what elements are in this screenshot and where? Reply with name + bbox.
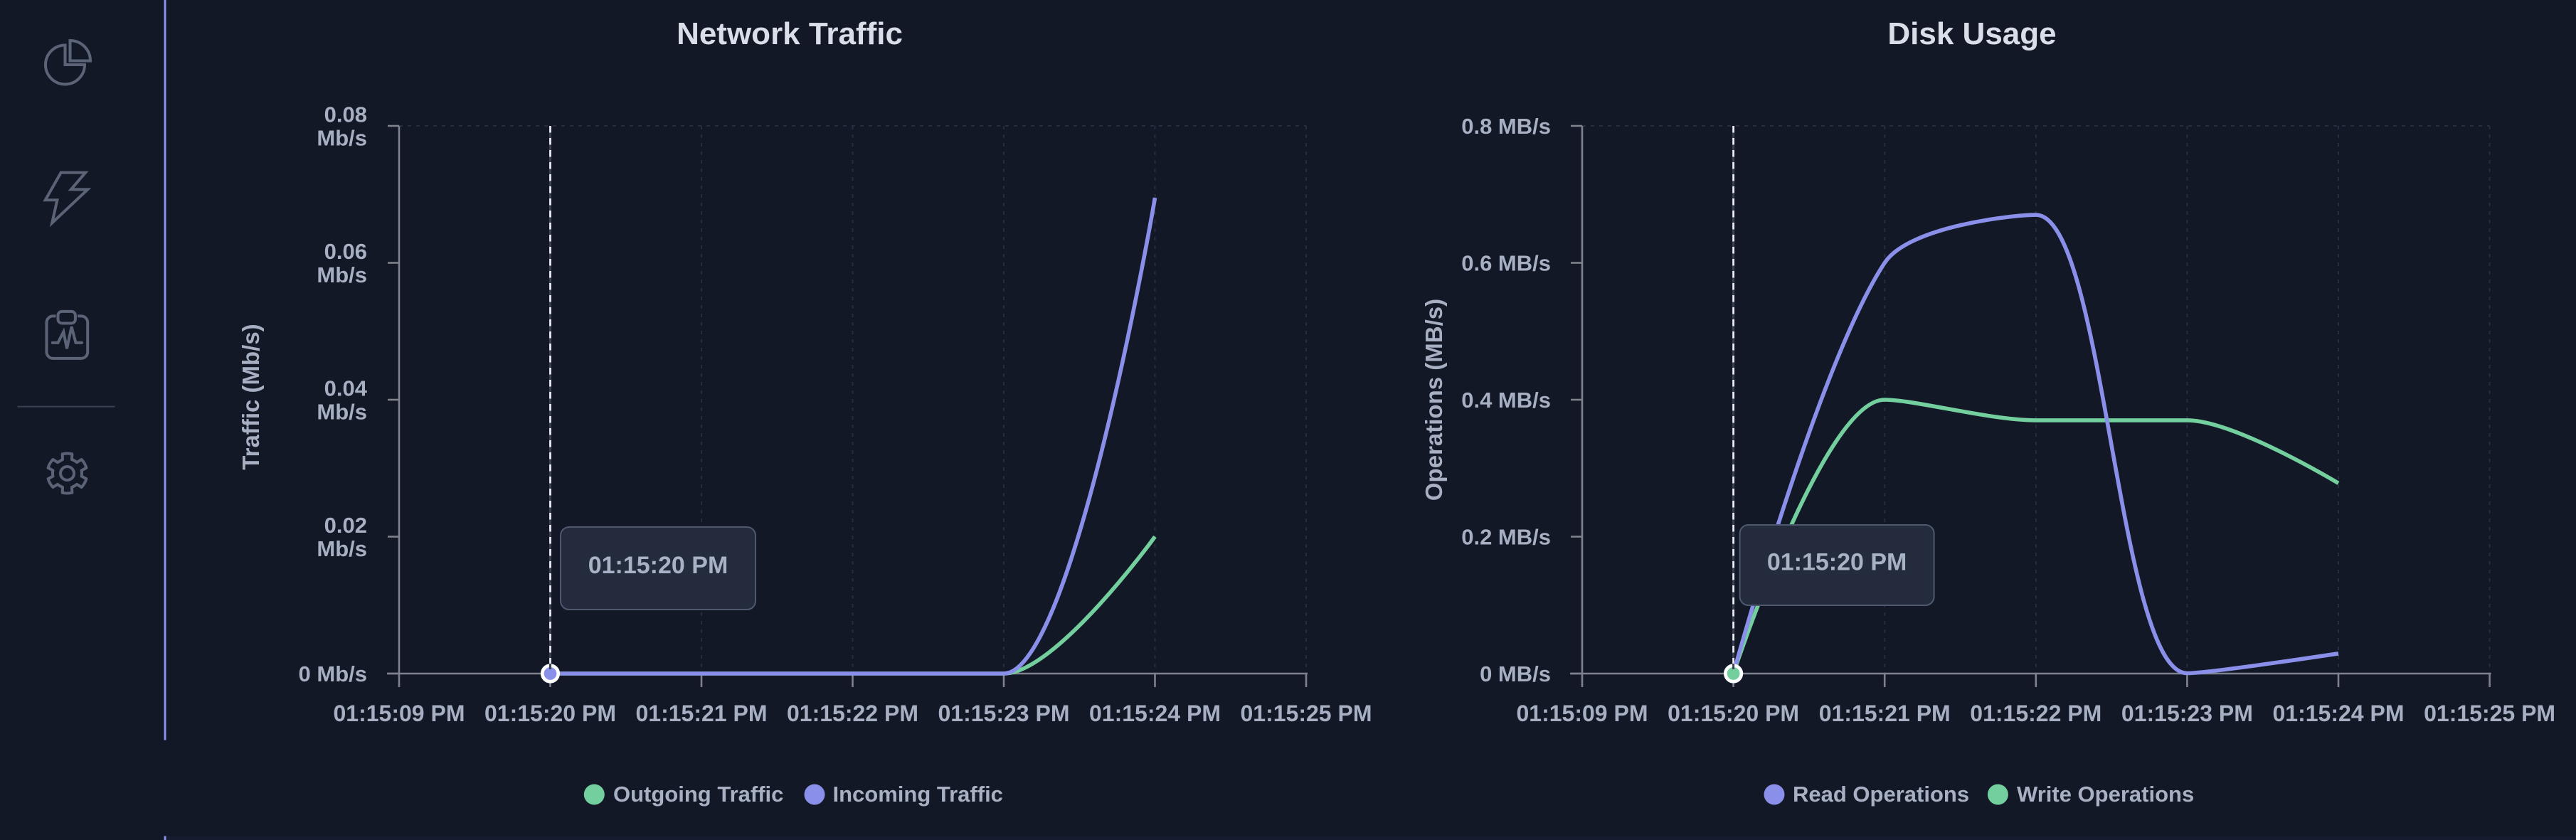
svg-text:01:15:23 PM: 01:15:23 PM <box>938 701 1070 726</box>
svg-text:0 Mb/s: 0 Mb/s <box>299 661 367 686</box>
svg-text:Mb/s: Mb/s <box>317 262 367 287</box>
svg-text:01:15:22 PM: 01:15:22 PM <box>787 701 918 726</box>
svg-text:0.02: 0.02 <box>324 513 367 538</box>
svg-text:Write Operations: Write Operations <box>2017 782 2194 807</box>
svg-text:Traffic (Mb/s): Traffic (Mb/s) <box>238 324 264 469</box>
svg-text:01:15:20 PM: 01:15:20 PM <box>1668 701 1799 726</box>
svg-text:0.6 MB/s: 0.6 MB/s <box>1461 251 1551 276</box>
svg-text:0.06: 0.06 <box>324 239 367 264</box>
svg-text:Incoming Traffic: Incoming Traffic <box>833 782 1003 807</box>
svg-text:01:15:21 PM: 01:15:21 PM <box>1819 701 1951 726</box>
svg-text:01:15:20 PM: 01:15:20 PM <box>588 552 728 579</box>
svg-text:Mb/s: Mb/s <box>317 126 367 151</box>
svg-text:01:15:22 PM: 01:15:22 PM <box>1970 701 2101 726</box>
svg-text:0.8 MB/s: 0.8 MB/s <box>1461 114 1551 139</box>
svg-text:01:15:20 PM: 01:15:20 PM <box>1767 549 1907 576</box>
svg-text:01:15:24 PM: 01:15:24 PM <box>2273 701 2405 726</box>
svg-text:01:15:25 PM: 01:15:25 PM <box>2424 701 2555 726</box>
svg-text:Disk Usage: Disk Usage <box>1887 16 2056 51</box>
svg-text:0.08: 0.08 <box>324 102 367 127</box>
svg-text:Read Operations: Read Operations <box>1793 782 1969 807</box>
svg-text:0.04: 0.04 <box>324 376 368 401</box>
svg-text:01:15:20 PM: 01:15:20 PM <box>484 701 616 726</box>
svg-text:0 MB/s: 0 MB/s <box>1480 661 1551 686</box>
svg-text:01:15:09 PM: 01:15:09 PM <box>334 701 465 726</box>
svg-text:Network Traffic: Network Traffic <box>677 16 903 51</box>
svg-text:01:15:21 PM: 01:15:21 PM <box>636 701 768 726</box>
svg-text:Operations (MB/s): Operations (MB/s) <box>1421 299 1447 501</box>
svg-text:Outgoing Traffic: Outgoing Traffic <box>613 782 783 807</box>
svg-text:Mb/s: Mb/s <box>317 536 367 561</box>
svg-text:01:15:23 PM: 01:15:23 PM <box>2121 701 2253 726</box>
svg-text:01:15:09 PM: 01:15:09 PM <box>1517 701 1648 726</box>
svg-text:01:15:25 PM: 01:15:25 PM <box>1241 701 1372 726</box>
svg-text:0.2 MB/s: 0.2 MB/s <box>1461 525 1551 550</box>
svg-text:0.4 MB/s: 0.4 MB/s <box>1461 388 1551 413</box>
svg-text:01:15:24 PM: 01:15:24 PM <box>1089 701 1221 726</box>
svg-text:Mb/s: Mb/s <box>317 400 367 425</box>
